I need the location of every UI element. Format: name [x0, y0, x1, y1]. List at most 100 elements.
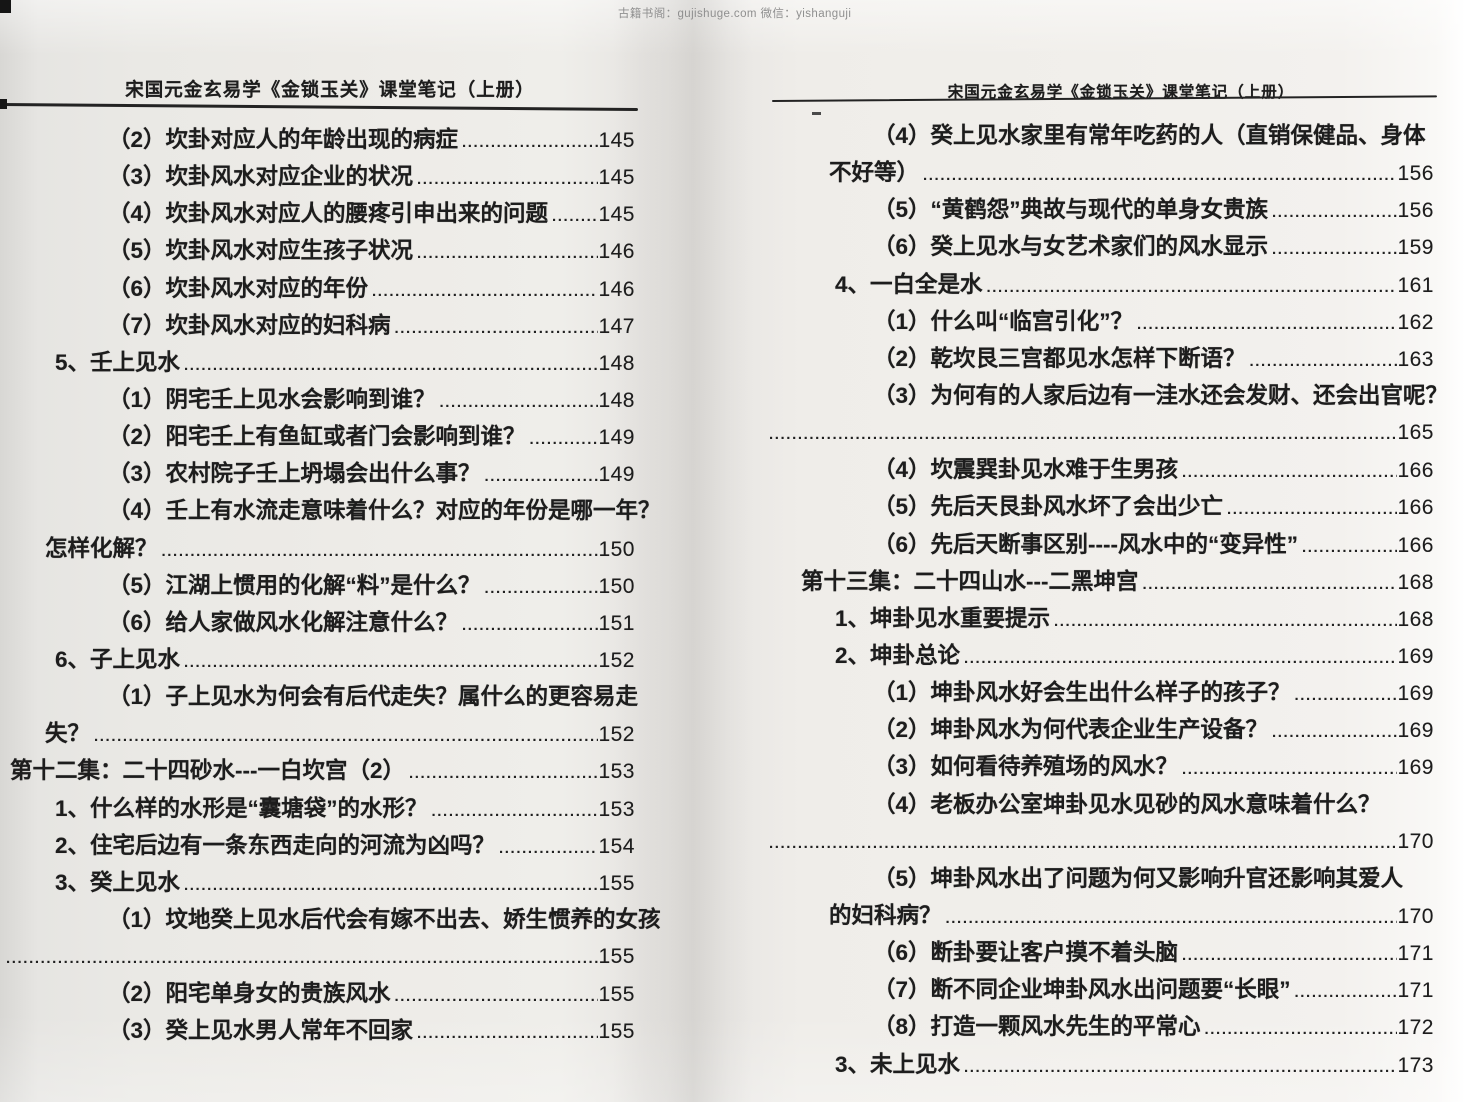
dotted-leader: ........................................… [1302, 538, 1397, 556]
toc-entry-text: （6）癸上见水与女艺术家们的风水显示 [873, 234, 1269, 260]
right-toc-column: （4）癸上见水家里有常年吃药的人（直销保健品、身体 不好等）...........… [765, 117, 1448, 1083]
toc-entry-text: （7）断不同企业坤卦风水出问题要“长眼” [873, 977, 1291, 1003]
dotted-leader: ........................................… [769, 426, 1398, 444]
toc-entry: 6、子上见水..................................… [0, 641, 635, 678]
toc-entry: 2、住宅后边有一条东西走向的河流为凶吗？....................… [0, 827, 635, 864]
dotted-leader: ........................................… [94, 728, 598, 746]
dotted-leader: ........................................… [499, 839, 598, 857]
dotted-leader: ........................................… [1249, 352, 1398, 370]
toc-entry-text: 5、壬上见水 [55, 349, 181, 375]
toc-entry-text: 2、坤卦总论 [835, 642, 961, 668]
toc-entry-text: （3）癸上见水男人常年不回家 [108, 1018, 414, 1044]
dotted-leader: ........................................… [394, 319, 599, 337]
page-number: 170 [1397, 904, 1434, 928]
page-number: 155 [598, 871, 635, 895]
dotted-leader: ........................................… [484, 468, 599, 486]
toc-entry: ........................................… [765, 823, 1434, 860]
toc-entry-text: 1、什么样的水形是“囊塘袋”的水形？ [55, 795, 428, 821]
toc-entry: （2）阳宅单身女的贵族风水...........................… [0, 975, 635, 1012]
toc-entry-text: （1）什么叫“临宫引化”？ [873, 308, 1134, 334]
toc-entry-text: （4）壬上有水流走意味着什么？对应的年份是哪一年？ [108, 498, 661, 524]
page-number: 153 [598, 797, 635, 821]
toc-entry: （3）农村院子壬上坍塌会出什么事？.......................… [0, 455, 635, 492]
toc-entry: （8）打造一颗风水先生的平常心.........................… [765, 1008, 1434, 1045]
toc-entry-text: 第十二集：二十四砂水---一白坎宫（2） [10, 758, 405, 784]
page-number: 150 [598, 574, 635, 598]
dotted-leader: ........................................… [986, 278, 1398, 296]
page-number: 161 [1397, 273, 1434, 297]
dotted-leader: ........................................… [431, 802, 599, 820]
page-number: 146 [598, 277, 635, 301]
page-number: 145 [598, 129, 635, 152]
page-number: 147 [598, 314, 635, 338]
page-number: 163 [1397, 347, 1434, 371]
toc-entry: （3）坎卦风水对应企业的状况..........................… [0, 158, 635, 195]
dotted-leader: ........................................… [945, 909, 1398, 927]
toc-entry-text: （2）乾坎艮三宫都见水怎样下断语？ [873, 345, 1246, 371]
page-number: 151 [598, 611, 635, 635]
page-number: 166 [1397, 533, 1434, 557]
dotted-leader: ........................................… [964, 649, 1397, 667]
toc-entry-text: （1）坤卦风水好会生出什么样子的孩子？ [873, 680, 1291, 706]
dotted-leader: ........................................… [184, 356, 598, 374]
dotted-leader: ........................................… [417, 1025, 599, 1043]
toc-entry: 3、癸上见水..................................… [0, 864, 635, 901]
toc-entry-text: （2）坎卦对应人的年龄出现的病症 [108, 127, 459, 152]
toc-entry: （4）坎震巽卦见水难于生男孩..........................… [765, 451, 1434, 488]
toc-entry-text: （7）坎卦风水对应的妇科病 [108, 312, 391, 338]
toc-entry: 1、坤卦见水重要提示..............................… [765, 600, 1434, 637]
dotted-leader: ........................................… [484, 579, 599, 597]
left-header-rule [0, 103, 638, 111]
dotted-leader: ........................................… [409, 765, 598, 783]
page-number: 150 [598, 537, 635, 561]
page-number: 166 [1397, 496, 1434, 520]
toc-entry: （1）子上见水为何会有后代走失？属什么的更容易走 [0, 678, 638, 715]
toc-entry-text: 3、癸上见水 [55, 869, 181, 895]
page-number: 170 [1397, 829, 1434, 853]
toc-entry-text: （3）如何看待养殖场的风水？ [873, 754, 1179, 780]
toc-entry-text: 1、坤卦见水重要提示 [835, 605, 1051, 631]
dotted-leader: ........................................… [1294, 984, 1398, 1002]
dotted-leader: ........................................… [462, 616, 599, 634]
page-number: 172 [1397, 1016, 1434, 1040]
page-number: 145 [598, 203, 635, 227]
toc-entry: 的妇科病？...................................… [765, 897, 1434, 934]
page-number: 146 [598, 240, 635, 264]
scan-corner-artifact [0, 0, 11, 13]
page-number: 149 [598, 426, 635, 450]
toc-entry-text: （3）坎卦风水对应企业的状况 [108, 164, 414, 190]
page-number: 145 [598, 166, 635, 190]
toc-entry: 第十二集：二十四砂水---一白坎宫（2）....................… [0, 752, 635, 789]
toc-entry: （4）老板办公室坤卦见水见砂的风水意味着什么？ [765, 786, 1434, 823]
dotted-leader: ........................................… [417, 245, 599, 263]
toc-entry-text: 4、一白全是水 [835, 271, 983, 297]
dotted-leader: ........................................… [161, 542, 599, 560]
page-number: 162 [1397, 310, 1434, 334]
toc-entry-text: 不好等） [829, 160, 920, 186]
toc-entry: 怎样化解？...................................… [0, 530, 635, 567]
toc-entry: （7）断不同企业坤卦风水出问题要“长眼”....................… [765, 971, 1434, 1008]
toc-entry: ........................................… [0, 938, 635, 975]
toc-entry: （1）坤卦风水好会生出什么样子的孩子？.....................… [765, 674, 1434, 711]
toc-entry: （3）癸上见水男人常年不回家..........................… [0, 1012, 635, 1049]
page-number: 149 [598, 463, 635, 487]
toc-entry-text: （3）为何有的人家后边有一洼水还会发财、还会出官呢？ [873, 382, 1449, 408]
scan-dash-artifact [812, 112, 821, 115]
toc-entry: 1、什么样的水形是“囊塘袋”的水形？......................… [0, 790, 635, 827]
dotted-leader: ........................................… [462, 134, 599, 151]
toc-entry: （5）坎卦风水对应生孩子状况..........................… [0, 232, 635, 269]
toc-entry-text: （2）阳宅单身女的贵族风水 [108, 981, 391, 1007]
page-number: 169 [1397, 719, 1434, 743]
toc-entry-text: （3）农村院子壬上坍塌会出什么事？ [108, 461, 481, 487]
dotted-leader: ........................................… [184, 876, 598, 894]
toc-entry: （5）先后天艮卦风水坏了会出少亡........................… [765, 488, 1434, 525]
toc-entry-text: 失？ [45, 721, 91, 747]
toc-entry: （6）断卦要让客户摸不着头脑..........................… [765, 934, 1434, 971]
toc-entry: 5、壬上见水..................................… [0, 344, 635, 381]
toc-entry: （5）坤卦风水出了问题为何又影响升官还影响其爱人 [765, 860, 1434, 897]
dotted-leader: ........................................… [1272, 724, 1397, 742]
left-page-header-title: 宋国元金玄易学《金锁玉关》课堂笔记（上册） [125, 79, 535, 100]
toc-entry-text: （2）阳宅壬上有鱼缸或者门会影响到谁？ [108, 424, 526, 450]
dotted-leader: ........................................… [1272, 241, 1397, 259]
toc-entry: ........................................… [765, 414, 1434, 451]
